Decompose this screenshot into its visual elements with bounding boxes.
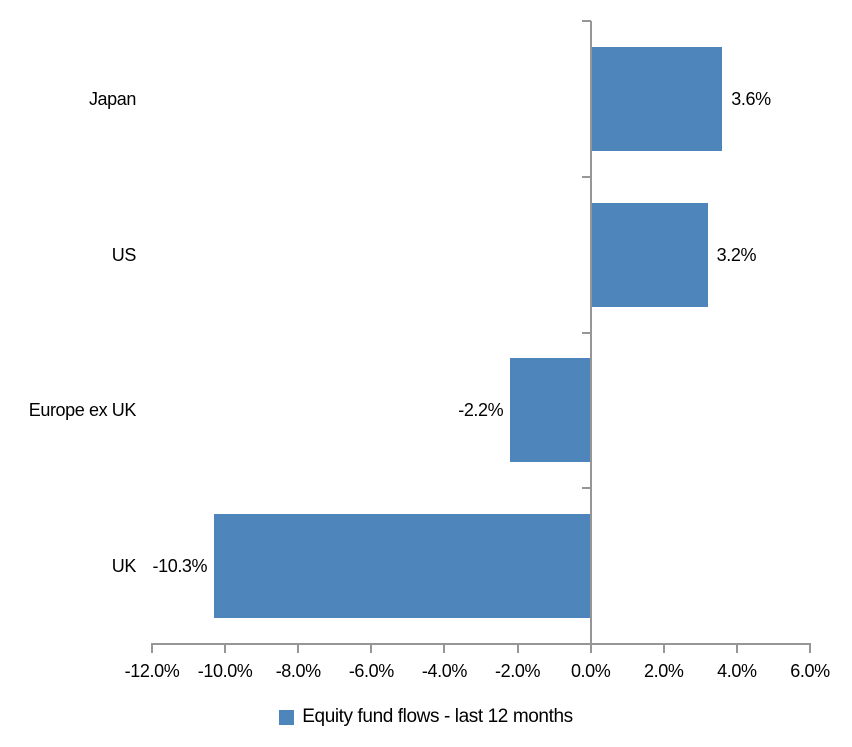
legend-swatch-icon [279,709,295,725]
x-axis-tick [516,645,519,653]
x-axis-tick-label: 2.0% [644,661,684,681]
data-label: -10.3% [152,556,208,577]
x-axis-tick [589,645,592,653]
category-label: Japan [88,88,136,109]
bar-europe-ex-uk [510,358,591,463]
data-label: -2.2% [458,400,504,421]
category-label: UK [111,556,137,577]
x-axis-tick [297,645,300,653]
data-label: 3.6% [731,88,771,109]
x-axis-tick-label: 6.0% [790,661,830,681]
category-label: Europe ex UK [28,400,137,421]
x-axis-tick [151,645,153,653]
x-axis-tick-label: -12.0% [124,661,180,681]
category-label: US [111,244,137,265]
data-label: 3.2% [716,244,757,265]
category-axis-tick [581,175,591,178]
x-axis-tick-label: 4.0% [717,661,757,681]
x-axis-tick-label: -6.0% [348,661,394,681]
legend: Equity fund flows - last 12 months [0,704,852,730]
x-axis-tick [443,645,446,653]
bar-us [590,202,708,307]
x-axis-line [151,643,811,645]
bar-uk [214,514,591,619]
category-axis-tick [581,487,591,490]
x-axis-tick [809,645,811,653]
x-axis-tick [224,645,227,653]
category-axis-tick [581,20,591,22]
category-axis-tick [581,331,591,334]
x-axis-tick [735,645,738,653]
x-axis-tick-label: 0.0% [570,661,611,681]
x-axis-tick-label: -4.0% [421,661,467,681]
x-axis-tick [662,645,665,653]
legend-label: Equity fund flows - last 12 months [302,706,573,727]
x-axis-tick-label: -8.0% [275,661,321,681]
x-axis-tick-label: -2.0% [495,661,541,681]
x-axis-tick [370,645,373,653]
bar-japan [590,46,723,151]
x-axis-tick-label: -10.0% [197,661,253,681]
zero-axis-line [589,21,592,644]
